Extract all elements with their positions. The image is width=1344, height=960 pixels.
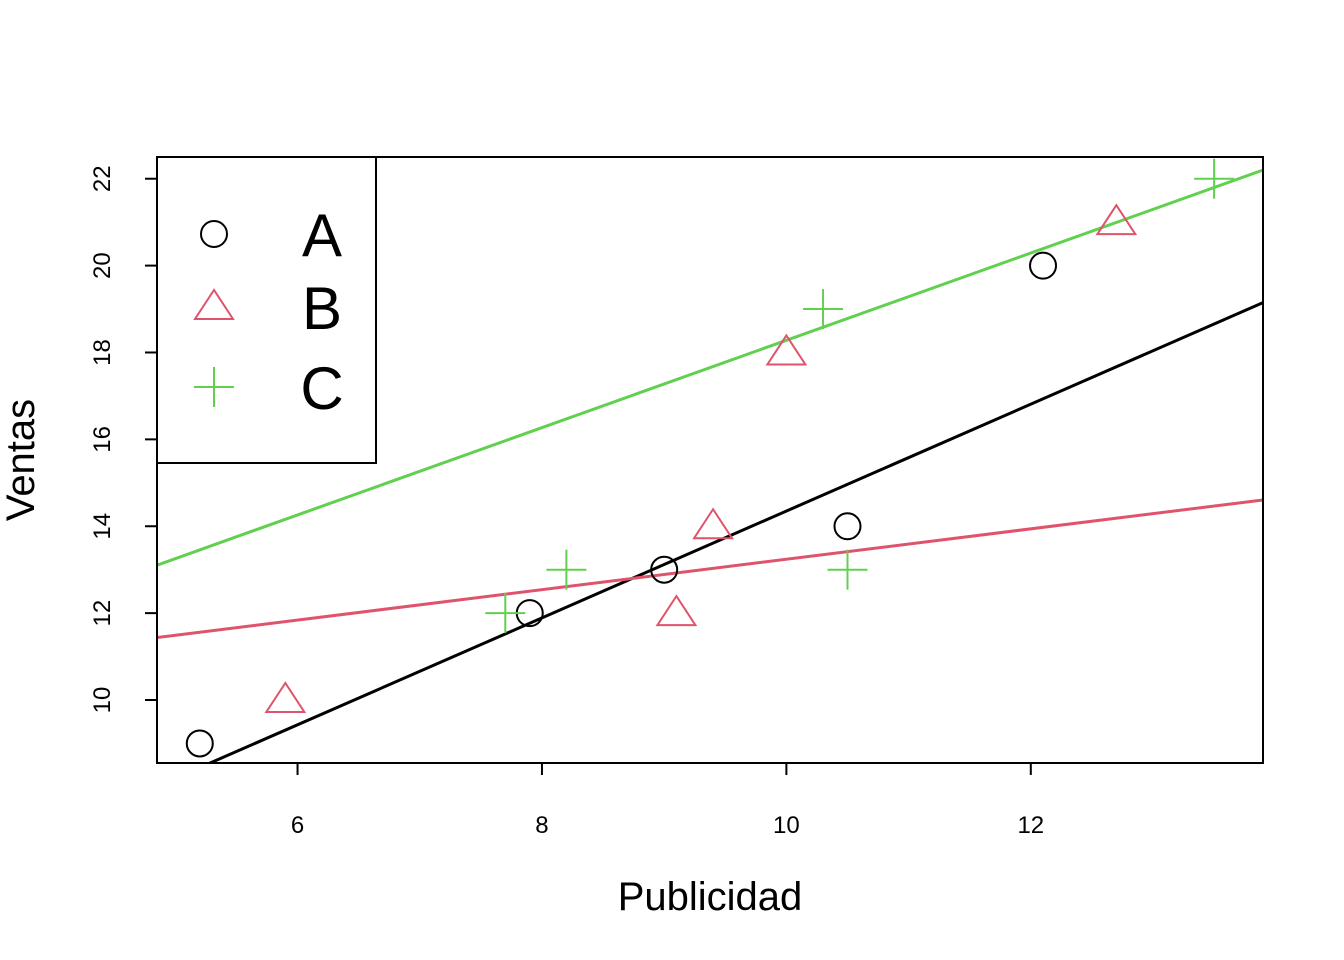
- point-c-4: [827, 549, 868, 590]
- y-axis-title: Ventas: [0, 399, 43, 521]
- fit-line-a: [206, 301, 1263, 763]
- y-tick-label: 16: [89, 426, 116, 453]
- y-axis: 10 12 14 16 18 20 22: [89, 165, 158, 714]
- y-tick-label: 22: [89, 165, 116, 192]
- point-c-3: [803, 289, 844, 330]
- legend-marker-a: [200, 220, 228, 248]
- fit-line-c: [157, 168, 1263, 567]
- y-tick-label: 12: [89, 600, 116, 627]
- point-c-5: [1194, 158, 1235, 199]
- point-c-1: [485, 593, 526, 634]
- legend-item-a: A: [200, 202, 342, 269]
- y-tick-label: 20: [89, 252, 116, 279]
- fit-line-b: [157, 498, 1263, 640]
- x-tick-label: 12: [1017, 812, 1044, 839]
- y-tick-label: 14: [89, 513, 116, 540]
- x-tick-label: 6: [291, 812, 304, 839]
- x-tick-label: 10: [773, 812, 800, 839]
- point-b-5: [1095, 203, 1138, 236]
- y-tick-label: 18: [89, 339, 116, 366]
- legend-item-c: C: [194, 355, 344, 422]
- x-axis-title: Publicidad: [618, 875, 803, 919]
- point-b-1: [264, 681, 307, 714]
- legend-marker-c: [194, 367, 234, 407]
- y-tick-label: 10: [89, 687, 116, 714]
- point-b-4: [765, 333, 808, 366]
- x-axis: 6 8 10 12: [291, 762, 1044, 839]
- data-points: [185, 158, 1235, 758]
- x-tick-label: 8: [535, 812, 548, 839]
- legend-item-b: B: [193, 275, 342, 342]
- point-b-3: [692, 507, 734, 540]
- point-a-4: [833, 512, 862, 541]
- point-a-5: [1029, 251, 1058, 280]
- legend-label: B: [302, 275, 342, 342]
- legend-label: A: [302, 202, 342, 269]
- legend-box: [156, 156, 377, 464]
- legend-label: C: [300, 355, 343, 422]
- point-c-2: [546, 549, 587, 590]
- legend: ABC: [156, 156, 377, 464]
- point-a-1: [185, 729, 214, 758]
- point-b-2: [655, 594, 698, 627]
- regression-lines: [157, 168, 1263, 763]
- legend-marker-b: [193, 288, 235, 320]
- point-a-3: [650, 555, 679, 584]
